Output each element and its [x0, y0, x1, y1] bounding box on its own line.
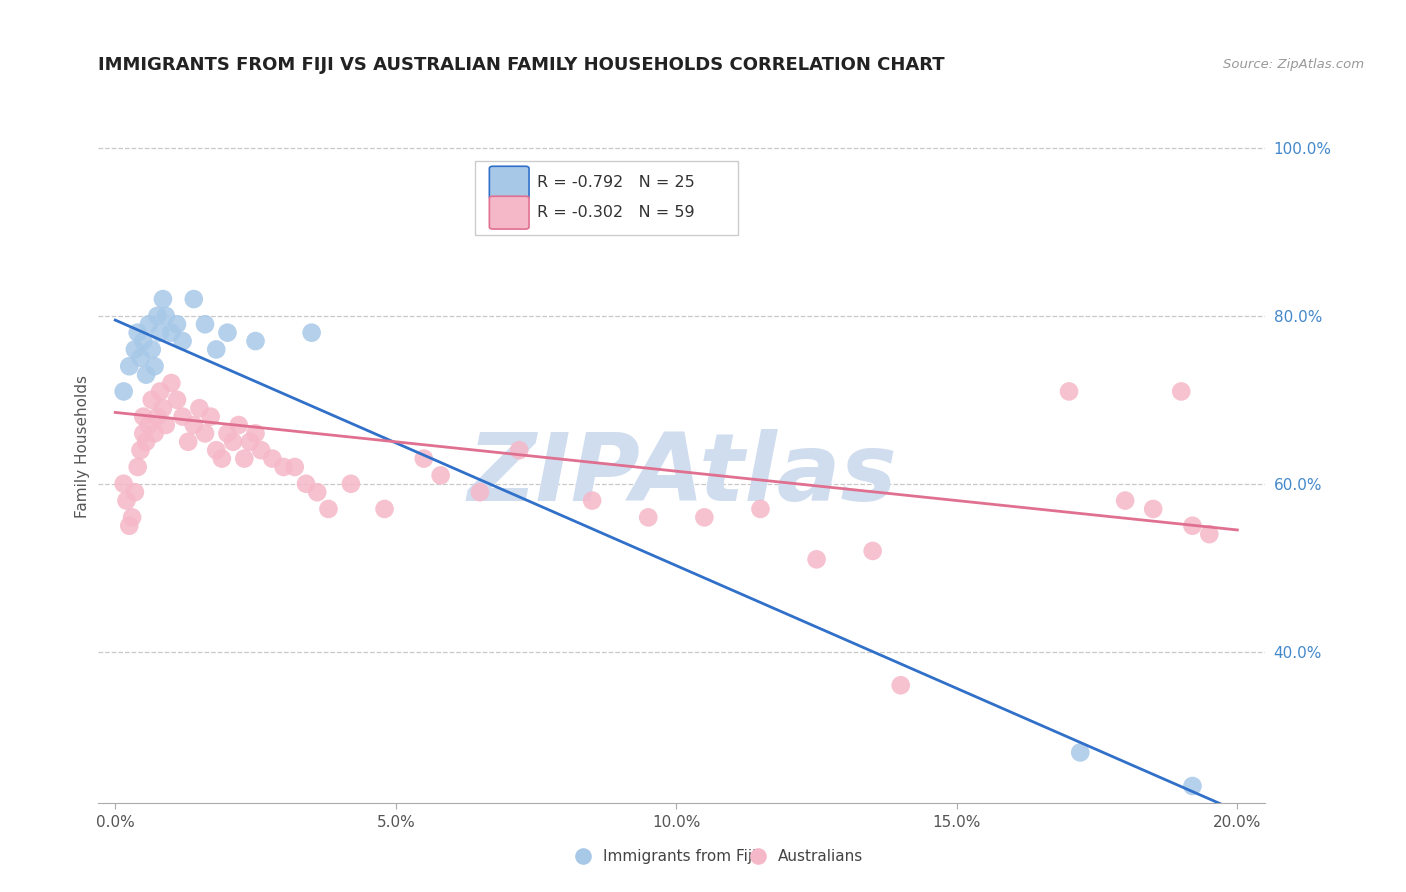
Point [250, 443, 273, 458]
Point [307, 485, 329, 500]
Text: ZIPAtlas: ZIPAtlas [467, 428, 897, 521]
Point [118, 518, 141, 533]
Point [412, 451, 434, 466]
Point [508, 443, 530, 458]
Point [132, 334, 155, 348]
Point [160, 326, 183, 340]
Point [245, 334, 267, 348]
Point [374, 502, 396, 516]
Text: R = -0.302   N = 59: R = -0.302 N = 59 [537, 205, 695, 220]
Point [121, 510, 143, 524]
Point [152, 401, 174, 416]
Point [318, 502, 340, 516]
Point [693, 510, 716, 524]
Text: Immigrants from Fiji: Immigrants from Fiji [603, 849, 756, 863]
Point [222, 434, 245, 449]
Point [124, 343, 146, 357]
Point [138, 417, 160, 432]
Point [160, 376, 183, 390]
Point [205, 443, 228, 458]
Point [152, 292, 174, 306]
Point [155, 417, 177, 432]
Point [1142, 502, 1164, 516]
Point [127, 460, 149, 475]
Point [112, 476, 135, 491]
Point [429, 468, 451, 483]
Point [205, 343, 228, 357]
Point [112, 384, 135, 399]
FancyBboxPatch shape [475, 161, 738, 235]
Point [637, 510, 659, 524]
Point [273, 460, 295, 475]
Point [129, 443, 152, 458]
FancyBboxPatch shape [489, 166, 529, 199]
Point [200, 409, 222, 424]
Point [1198, 527, 1220, 541]
Point [166, 318, 188, 332]
Point [115, 493, 138, 508]
Point [135, 434, 157, 449]
Point [194, 318, 217, 332]
Point [143, 426, 166, 441]
Point [143, 359, 166, 374]
Point [132, 426, 155, 441]
Text: Australians: Australians [778, 849, 863, 863]
Point [284, 460, 307, 475]
Point [118, 359, 141, 374]
Point [177, 434, 200, 449]
Point [1181, 518, 1204, 533]
Text: Source: ZipAtlas.com: Source: ZipAtlas.com [1223, 58, 1364, 71]
Point [581, 493, 603, 508]
Point [245, 426, 267, 441]
Point [890, 678, 912, 692]
Point [183, 417, 205, 432]
FancyBboxPatch shape [489, 196, 529, 229]
Point [166, 392, 188, 407]
Text: IMMIGRANTS FROM FIJI VS AUSTRALIAN FAMILY HOUSEHOLDS CORRELATION CHART: IMMIGRANTS FROM FIJI VS AUSTRALIAN FAMIL… [98, 56, 945, 74]
Point [1057, 384, 1080, 399]
Point [141, 343, 163, 357]
Point [233, 451, 256, 466]
Point [806, 552, 828, 566]
Point [862, 544, 884, 558]
Point [239, 434, 262, 449]
Point [155, 309, 177, 323]
Point [127, 326, 149, 340]
Point [301, 326, 323, 340]
Point [172, 409, 194, 424]
Point [1170, 384, 1192, 399]
Point [129, 351, 152, 365]
Point [217, 426, 239, 441]
Point [749, 502, 772, 516]
Point [228, 417, 250, 432]
Point [340, 476, 363, 491]
Point [211, 451, 233, 466]
Point [172, 334, 194, 348]
Point [141, 392, 163, 407]
Point [1181, 779, 1204, 793]
Point [138, 318, 160, 332]
Point [1069, 746, 1091, 760]
Point [1114, 493, 1136, 508]
Point [262, 451, 284, 466]
Point [194, 426, 217, 441]
Y-axis label: Family Households: Family Households [75, 375, 90, 517]
Point [146, 409, 169, 424]
Point [183, 292, 205, 306]
Point [217, 326, 239, 340]
Point [188, 401, 211, 416]
Point [146, 309, 169, 323]
Point [468, 485, 491, 500]
Point [132, 409, 155, 424]
Point [295, 476, 318, 491]
Point [135, 368, 157, 382]
Point [124, 485, 146, 500]
Point [149, 384, 172, 399]
Point [149, 326, 172, 340]
Text: R = -0.792   N = 25: R = -0.792 N = 25 [537, 175, 695, 190]
